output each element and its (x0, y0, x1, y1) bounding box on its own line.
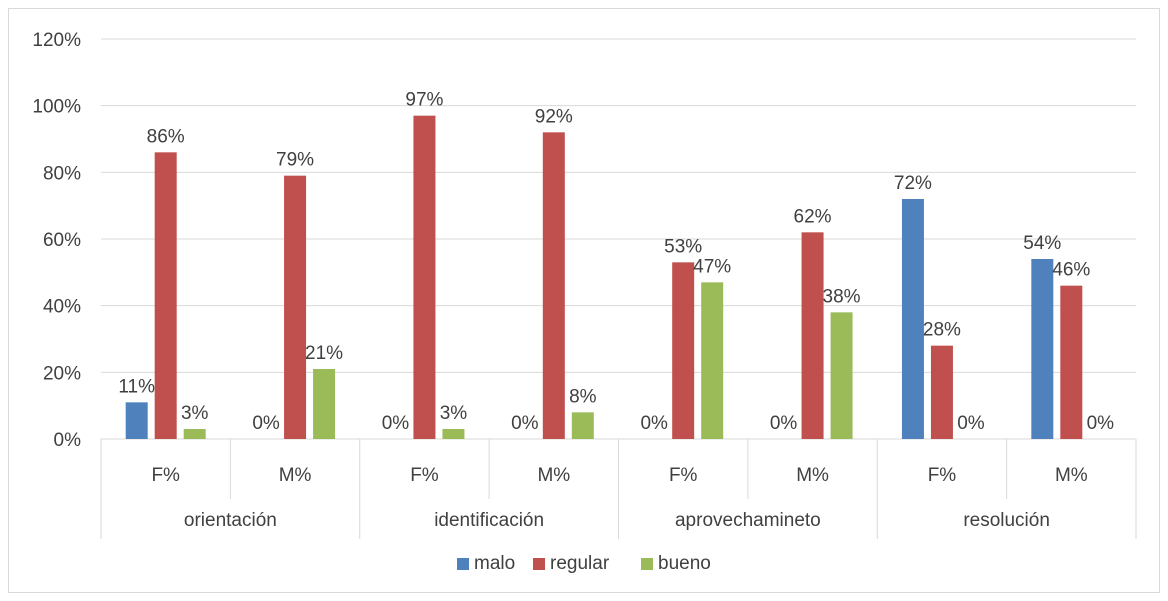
bar-regular (154, 152, 177, 440)
y-tick-label: 0% (54, 430, 82, 451)
x-tick-label: M% (796, 465, 829, 486)
bar-bueno (571, 412, 594, 439)
group-label: resolución (963, 510, 1050, 531)
y-tick-label: 60% (43, 230, 81, 251)
bar-bueno (830, 312, 853, 439)
data-label: 53% (664, 236, 702, 257)
bar-bueno (442, 429, 465, 439)
data-label: 0% (640, 413, 668, 434)
bar-bueno (313, 369, 336, 439)
data-label: 86% (147, 126, 185, 147)
data-label: 0% (1087, 413, 1115, 434)
legend-label: bueno (658, 553, 711, 574)
chart-area: 0% 20% 40% 60% 80% 100% 120% 11% 86% 3% F% 0% 79% 21%… (8, 8, 1160, 593)
bar-regular (801, 232, 824, 439)
data-label: 28% (923, 320, 961, 341)
y-tick-label: 100% (32, 97, 81, 118)
bar-malo (125, 402, 148, 439)
legend-swatch-bueno (641, 558, 653, 570)
data-label: 3% (440, 403, 468, 424)
data-label: 0% (511, 413, 539, 434)
legend-label: regular (550, 553, 610, 574)
bar-malo (901, 199, 924, 439)
data-label: 62% (794, 206, 832, 227)
data-label: 46% (1052, 260, 1090, 281)
data-label: 72% (894, 173, 932, 194)
x-tick-label: M% (1055, 465, 1088, 486)
data-label: 0% (382, 413, 410, 434)
x-tick-label: M% (537, 465, 570, 486)
data-label: 3% (181, 403, 209, 424)
bar-regular (672, 262, 695, 439)
bar-chart: 0% 20% 40% 60% 80% 100% 120% 11% 86% 3% F% 0% 79% 21%… (32, 30, 1137, 574)
data-label: 21% (305, 343, 343, 364)
data-label: 47% (693, 256, 731, 277)
bar-regular (413, 115, 436, 440)
data-label: 0% (252, 413, 280, 434)
x-tick-label: F% (669, 465, 698, 486)
data-label: 92% (535, 106, 573, 127)
bar-bueno (701, 282, 724, 439)
data-label: 97% (405, 90, 443, 111)
group-label: orientación (184, 510, 277, 531)
bar-regular (1060, 285, 1083, 439)
x-tick-label: F% (151, 465, 180, 486)
data-label: 0% (770, 413, 798, 434)
group-label: aprovechamineto (675, 510, 821, 531)
data-label: 79% (276, 150, 314, 171)
group-label: identificación (434, 510, 544, 531)
legend-swatch-regular (533, 558, 545, 570)
x-tick-label: F% (928, 465, 957, 486)
y-tick-label: 120% (32, 30, 81, 51)
y-tick-label: 40% (43, 297, 81, 318)
x-tick-label: M% (279, 465, 312, 486)
data-label: 54% (1023, 233, 1061, 254)
data-label: 11% (118, 376, 155, 397)
legend-swatch-malo (457, 558, 469, 570)
data-label: 38% (823, 286, 861, 307)
bar-bueno (183, 429, 206, 439)
data-label: 0% (957, 413, 985, 434)
bar-regular (284, 175, 307, 439)
x-tick-label: F% (410, 465, 439, 486)
y-tick-label: 20% (43, 363, 81, 384)
bar-regular (542, 132, 565, 439)
legend-label: malo (474, 553, 515, 574)
y-tick-label: 80% (43, 163, 81, 184)
data-label: 8% (569, 386, 597, 407)
bar-malo (1031, 259, 1054, 439)
bar-regular (930, 345, 953, 439)
